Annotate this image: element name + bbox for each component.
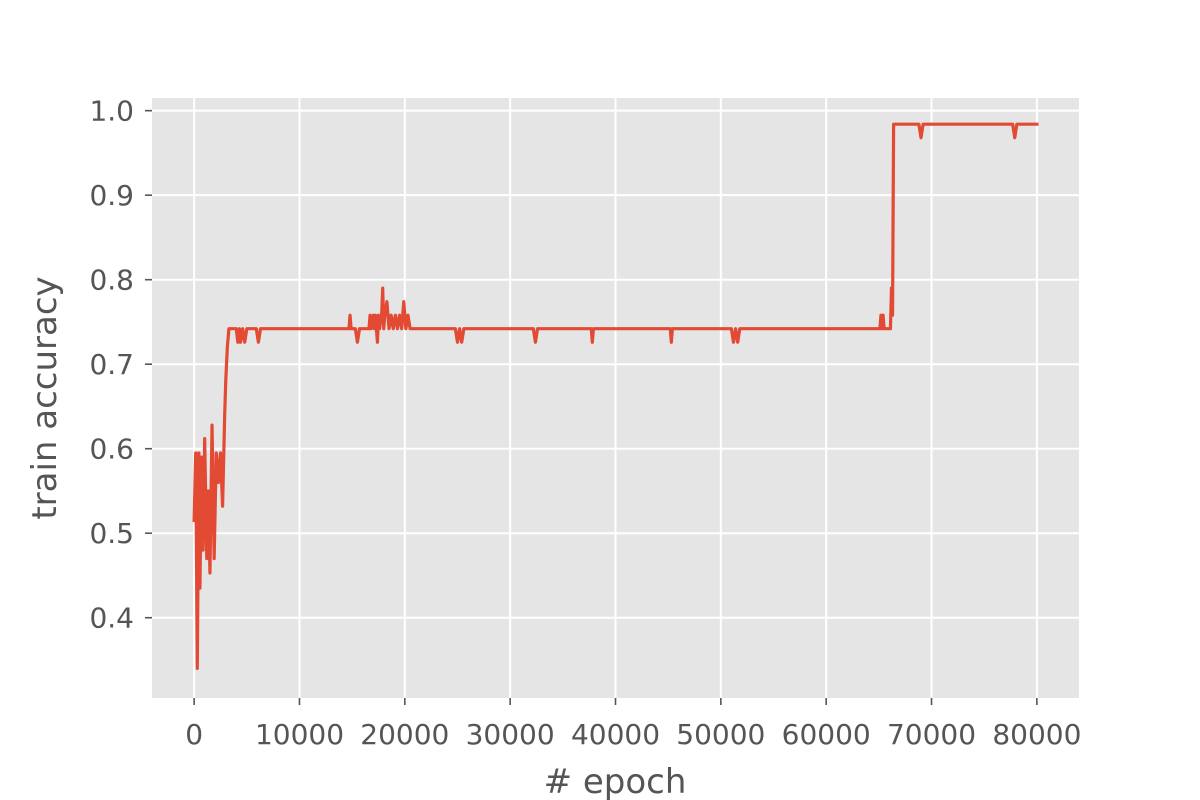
x-tick-label: 10000 [255,718,344,751]
y-tick-label: 0.7 [89,348,134,381]
y-tick-label: 1.0 [89,95,134,128]
y-tick-label: 0.8 [89,264,134,297]
x-tick-label: 20000 [360,718,449,751]
y-tick-label: 0.4 [89,602,134,635]
y-tick-label: 0.9 [89,179,134,212]
ticks: 0 10000 20000 30000 40000 50000 60000 70000 8000… [89,95,1081,751]
grid [152,98,1079,698]
x-axis-label: # epoch [544,762,687,800]
series-group [192,122,1039,671]
x-tick-label: 50000 [676,718,765,751]
x-tick-label: 30000 [466,718,555,751]
y-tick-label: 0.5 [89,517,134,550]
x-tick-label: 70000 [887,718,976,751]
x-tick-label: 60000 [782,718,871,751]
x-tick-label: 80000 [992,718,1081,751]
x-tick-label: 0 [185,718,203,751]
x-tick-label: 40000 [571,718,660,751]
y-axis-label: train accuracy [25,276,65,519]
series-line-0 [192,122,1039,671]
y-tick-label: 0.6 [89,433,134,466]
